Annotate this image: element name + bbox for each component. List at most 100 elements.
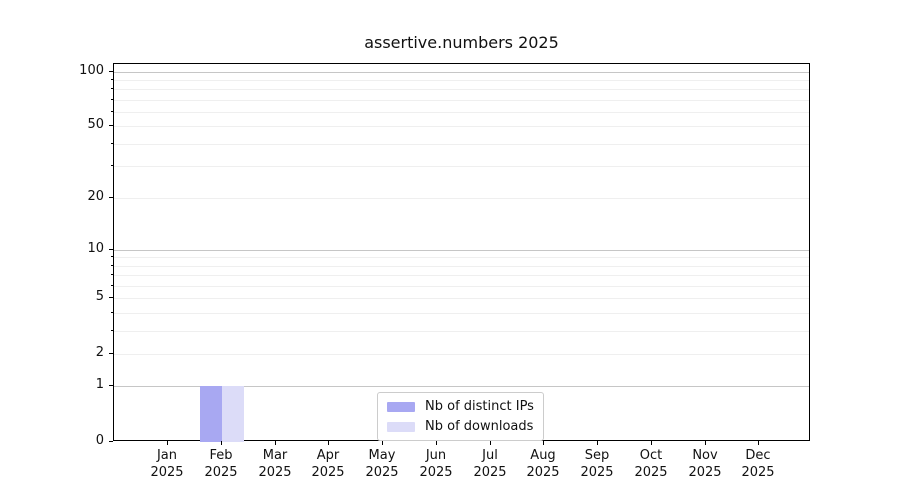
y-tick-label: 10 [87, 241, 104, 256]
x-tick [382, 441, 383, 445]
y-minor-tick [111, 79, 113, 80]
y-tick [109, 249, 113, 250]
y-tick-label: 100 [79, 63, 104, 78]
x-tick [221, 441, 222, 445]
chart-title: assertive.numbers 2025 [364, 33, 559, 52]
x-tick-label-month: Sep [584, 448, 610, 463]
legend-swatch [387, 421, 415, 432]
x-tick-label: Jun 2025 [404, 448, 468, 481]
y-minor-tick [111, 143, 113, 144]
x-tick-label-year: 2025 [473, 464, 507, 480]
x-tick-label-year: 2025 [688, 464, 722, 480]
x-tick-label: Apr 2025 [296, 448, 360, 481]
y-minor-tick [111, 265, 113, 266]
gridline-minor-80 [114, 89, 809, 90]
x-tick-label-month: Oct [639, 448, 663, 463]
x-tick-label: Feb 2025 [189, 448, 253, 481]
gridline-minor-9 [114, 257, 809, 258]
y-tick-label: 1 [95, 377, 104, 392]
x-tick-label-year: 2025 [311, 464, 345, 480]
x-tick-label-year: 2025 [258, 464, 292, 480]
x-tick [167, 441, 168, 445]
gridline-minor-60 [114, 112, 809, 113]
y-tick [109, 353, 113, 354]
x-tick-label-year: 2025 [526, 464, 560, 480]
x-tick-label: May 2025 [350, 448, 414, 481]
gridline-major-100 [114, 72, 809, 73]
legend-swatch [387, 401, 415, 412]
y-minor-tick [111, 165, 113, 166]
x-tick-label-year: 2025 [419, 464, 453, 480]
legend-label: Nb of downloads [425, 419, 534, 434]
x-tick-label-year: 2025 [634, 464, 668, 480]
gridline-minor-2 [114, 354, 809, 355]
gridline-minor-30 [114, 166, 809, 167]
y-tick [109, 441, 113, 442]
x-tick-label-month: Jun [425, 448, 447, 463]
x-tick-label: Sep 2025 [565, 448, 629, 481]
legend-row: Nb of distinct IPs [387, 399, 534, 414]
x-tick-label: Aug 2025 [511, 448, 575, 481]
legend: Nb of distinct IPs Nb of downloads [377, 392, 544, 441]
legend-row: Nb of downloads [387, 419, 534, 434]
y-tick-label: 20 [87, 189, 104, 204]
x-tick [275, 441, 276, 445]
y-tick-label: 5 [95, 289, 104, 304]
legend-label: Nb of distinct IPs [425, 399, 534, 414]
gridline-minor-6 [114, 286, 809, 287]
y-tick-label: 0 [95, 433, 104, 448]
gridline-minor-5 [114, 298, 809, 299]
x-tick-label-year: 2025 [580, 464, 614, 480]
x-tick-label: Nov 2025 [673, 448, 737, 481]
y-minor-tick [111, 88, 113, 89]
y-tick [109, 71, 113, 72]
y-tick [109, 197, 113, 198]
y-minor-tick [111, 312, 113, 313]
x-tick [543, 441, 544, 445]
gridline-minor-7 [114, 275, 809, 276]
gridline-major-1 [114, 386, 809, 387]
x-tick-label: Jul 2025 [458, 448, 522, 481]
x-tick-label-year: 2025 [150, 464, 184, 480]
gridline-minor-90 [114, 80, 809, 81]
x-tick-label-year: 2025 [365, 464, 399, 480]
x-tick [328, 441, 329, 445]
gridline-major-10 [114, 250, 809, 251]
gridline-minor-4 [114, 313, 809, 314]
gridline-minor-70 [114, 100, 809, 101]
x-tick-label-month: Jan [156, 448, 178, 463]
x-tick [651, 441, 652, 445]
x-tick-label-month: Feb [209, 448, 233, 463]
y-tick-label: 50 [87, 117, 104, 132]
gridline-minor-50 [114, 126, 809, 127]
x-tick-label-month: Mar [262, 448, 288, 463]
gridline-minor-3 [114, 331, 809, 332]
x-tick-label-month: Dec [745, 448, 771, 463]
y-minor-tick [111, 99, 113, 100]
gridline-minor-20 [114, 198, 809, 199]
y-minor-tick [111, 274, 113, 275]
gridline-minor-8 [114, 266, 809, 267]
plot-area: Nb of distinct IPs Nb of downloads [113, 63, 810, 442]
y-minor-tick [111, 285, 113, 286]
x-tick [490, 441, 491, 445]
x-tick-label-month: Apr [316, 448, 340, 463]
x-tick-label-month: Jul [482, 448, 498, 463]
y-tick [109, 297, 113, 298]
x-tick [758, 441, 759, 445]
x-tick-label: Jan 2025 [135, 448, 199, 481]
x-tick-label: Oct 2025 [619, 448, 683, 481]
x-tick [597, 441, 598, 445]
x-tick [436, 441, 437, 445]
x-tick-label-month: May [368, 448, 396, 463]
y-minor-tick [111, 256, 113, 257]
gridline-minor-40 [114, 144, 809, 145]
y-minor-tick [111, 330, 113, 331]
x-tick-label-month: Aug [530, 448, 556, 463]
x-tick-label: Mar 2025 [243, 448, 307, 481]
bar-nb-of-distinct-ips [200, 386, 222, 442]
x-tick-label: Dec 2025 [726, 448, 790, 481]
x-tick-label-month: Nov [692, 448, 718, 463]
bar-nb-of-downloads [222, 386, 244, 442]
